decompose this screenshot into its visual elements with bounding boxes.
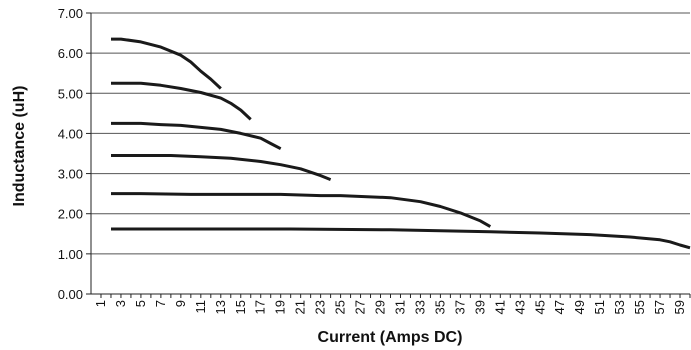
x-tick-label: 5 [133,300,148,307]
x-tick-label: 19 [273,300,288,314]
x-tick-label: 25 [333,300,348,314]
y-tick-label: 6.00 [58,46,83,61]
y-tick-label: 4.00 [58,126,83,141]
x-tick-label: 31 [392,300,407,314]
x-axis-title: Current (Amps DC) [318,329,463,346]
x-tick-labels: 1 3 5 7 9 11 13 15 17 19 21 23 25 27 29 31 33 35 37 39 41 43 4… [93,300,687,314]
series-line-6 [111,227,691,250]
series-line-5 [111,192,492,228]
x-tick-label: 15 [233,300,248,314]
x-tick-label: 59 [672,300,687,314]
x-tick-label: 51 [592,300,607,314]
x-tick-label: 41 [492,300,507,314]
x-tick-label: 39 [472,300,487,314]
y-tick-label: 7.00 [58,6,83,21]
x-tick-label: 57 [652,300,667,314]
x-tick-label: 3 [113,300,128,307]
y-axis-title: Inductance (uH) [11,86,28,207]
series-line-2 [111,81,252,121]
series-line-3 [111,121,282,151]
y-tick-labels: 0.00 1.00 2.00 3.00 4.00 5.00 6.00 7.00 [58,6,83,302]
series-line-1 [111,37,222,90]
x-tick-label: 35 [432,300,447,314]
x-tick-label: 21 [293,300,308,314]
y-tick-label: 5.00 [58,86,83,101]
y-tick-label: 0.00 [58,287,83,302]
x-tick-label: 53 [612,300,627,314]
series-line-4 [111,154,332,181]
y-tick-label: 2.00 [58,207,83,222]
x-tick-label: 9 [173,300,188,307]
x-tick-label: 37 [452,300,467,314]
gridlines [91,12,690,255]
series-lines [111,37,691,250]
x-tick-label: 55 [632,300,647,314]
x-tick-label: 11 [193,300,208,314]
axes [86,12,691,298]
x-tick-label: 1 [93,300,108,307]
x-tick-label: 47 [552,300,567,314]
x-tick-label: 23 [313,300,328,314]
x-tick-label: 27 [353,300,368,314]
x-tick-label: 17 [253,300,268,314]
x-tick-label: 49 [572,300,587,314]
x-tick-label: 45 [532,300,547,314]
x-tick-label: 7 [153,300,168,307]
x-tick-label: 13 [213,300,228,314]
y-tick-label: 3.00 [58,167,83,182]
y-tick-label: 1.00 [58,247,83,262]
x-tick-label: 43 [512,300,527,314]
x-tick-label: 33 [412,300,427,314]
x-tick-label: 29 [373,300,388,314]
